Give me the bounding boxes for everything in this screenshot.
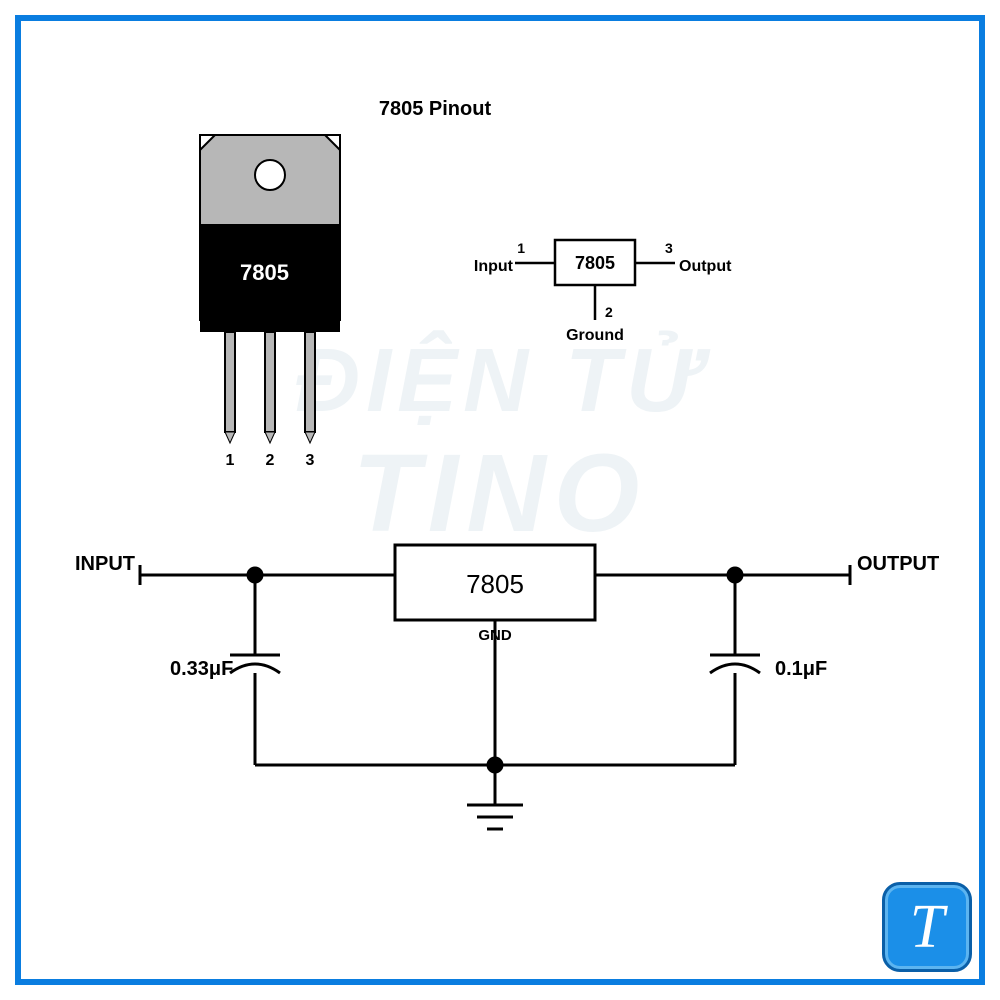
c1-label: 0.33μF	[170, 658, 233, 680]
logo-letter: T	[910, 896, 944, 958]
pin-1-label: 1	[226, 452, 235, 469]
pin3-num: 3	[665, 240, 673, 256]
pin2-name: Ground	[566, 327, 624, 344]
c2-label: 0.1μF	[775, 658, 827, 680]
application-circuit: 7805 INPUT OUTPUT GND 0.33μF 0.1μF	[75, 545, 939, 829]
input-label: INPUT	[75, 553, 135, 575]
diagram-canvas: 7805 Pinout 7805 1 2 3	[15, 15, 985, 985]
pin-2-label: 2	[266, 452, 275, 469]
pin3-name: Output	[679, 258, 732, 275]
package-label: 7805	[240, 260, 289, 285]
brand-logo: T	[882, 882, 972, 972]
output-label: OUTPUT	[857, 553, 939, 575]
pin1-name: Input	[474, 258, 514, 275]
pin-3-label: 3	[306, 452, 315, 469]
symbol-box-label: 7805	[575, 253, 615, 273]
circuit-chip-label: 7805	[466, 569, 524, 599]
diagram-title: 7805 Pinout	[379, 98, 492, 120]
pin2-num: 2	[605, 304, 613, 320]
gnd-label: GND	[478, 627, 512, 644]
schematic-symbol: 7805 1 Input 3 Output 2 Ground	[474, 240, 732, 344]
pin1-num: 1	[517, 240, 525, 256]
physical-package: 7805 1 2 3	[200, 135, 340, 469]
